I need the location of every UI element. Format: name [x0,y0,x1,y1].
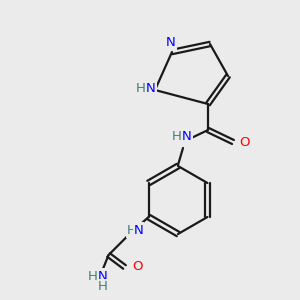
Text: H: H [127,224,136,236]
Text: H: H [136,82,146,95]
Text: H: H [98,280,107,293]
Text: H: H [172,130,182,143]
Text: N: N [182,130,192,143]
Text: O: O [240,136,250,148]
Text: N: N [146,82,156,95]
Text: N: N [166,37,176,50]
Text: N: N [134,224,143,236]
Text: N: N [98,269,107,283]
Text: O: O [132,260,143,274]
Text: H: H [88,269,98,283]
